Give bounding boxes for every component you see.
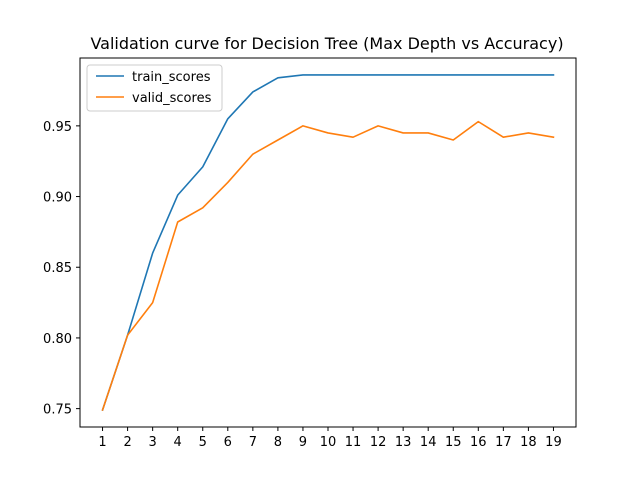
x-tick-label-12: 13 — [395, 435, 412, 450]
x-tick-label-18: 19 — [545, 435, 562, 450]
y-tick-label-4: 0.95 — [43, 120, 72, 135]
y-tick-label-3: 0.90 — [43, 191, 72, 206]
x-axis: 1 2 3 4 5 6 7 8 9 10 11 12 13 14 15 16 17 18 19 — [98, 427, 562, 450]
x-tick-label-2: 3 — [149, 435, 157, 450]
legend-train-label: train_scores — [132, 70, 211, 85]
plot-frame — [79, 57, 577, 428]
x-tick-label-11: 12 — [370, 435, 387, 450]
x-tick-label-13: 14 — [420, 435, 437, 450]
x-tick-label-9: 10 — [320, 435, 337, 450]
y-axis: 0.75 0.80 0.85 0.90 0.95 — [43, 120, 80, 418]
legend: train_scores valid_scores — [86, 64, 223, 112]
y-tick-label-0: 0.75 — [43, 403, 72, 418]
x-tick-label-0: 1 — [98, 435, 106, 450]
x-tick-label-17: 18 — [520, 435, 537, 450]
x-tick-label-6: 7 — [249, 435, 257, 450]
y-tick-label-2: 0.85 — [43, 261, 72, 276]
x-tick-label-3: 4 — [174, 435, 182, 450]
x-tick-label-5: 6 — [224, 435, 232, 450]
x-tick-label-1: 2 — [123, 435, 131, 450]
x-tick-label-16: 17 — [495, 435, 512, 450]
y-tick-label-1: 0.80 — [43, 332, 72, 347]
x-tick-label-10: 11 — [345, 435, 362, 450]
series-layer — [101, 74, 555, 412]
x-tick-label-4: 5 — [199, 435, 207, 450]
x-tick-label-7: 8 — [274, 435, 282, 450]
x-tick-label-8: 9 — [299, 435, 307, 450]
legend-valid-label: valid_scores — [132, 91, 212, 106]
x-tick-label-14: 15 — [445, 435, 462, 450]
chart-title: Validation curve for Decision Tree (Max … — [90, 34, 563, 53]
x-tick-label-15: 16 — [470, 435, 487, 450]
